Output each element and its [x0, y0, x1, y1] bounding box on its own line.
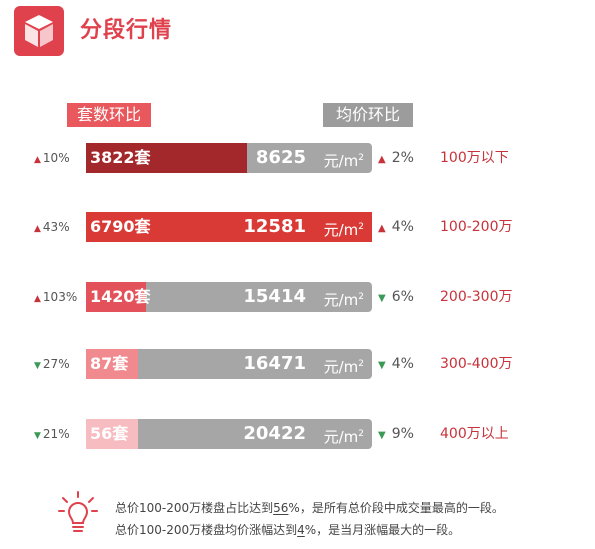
- price-bar: 56套 20422 元/m2: [86, 419, 372, 449]
- count-change-value: 10%: [42, 151, 70, 165]
- up-arrow-icon: ▲: [378, 154, 386, 165]
- count-label: 56套: [90, 424, 129, 443]
- count-label: 87套: [90, 354, 129, 373]
- price-value: 12581: [243, 216, 306, 237]
- chart-row: ▼ 27% 87套 16471 元/m2 ▼ 4% 300-400万: [0, 349, 595, 379]
- count-bar: [86, 349, 138, 379]
- chart-row: ▲ 103% 1420套 15414 元/m2 ▼ 6% 200-300万: [0, 282, 595, 312]
- price-change: ▼ 4%: [378, 349, 438, 379]
- price-change-value: 4%: [391, 356, 414, 372]
- up-arrow-icon: ▲: [34, 294, 41, 304]
- price-change-value: 6%: [391, 289, 414, 305]
- price-range-label: 300-400万: [440, 356, 513, 372]
- down-arrow-icon: ▼: [378, 430, 386, 441]
- price-range-label: 400万以上: [440, 426, 509, 442]
- price-unit: 元/m2: [323, 358, 364, 376]
- lightbulb-icon: [58, 491, 98, 532]
- down-arrow-icon: ▼: [34, 361, 41, 371]
- count-change: ▼ 27%: [34, 349, 86, 379]
- count-change-value: 43%: [42, 220, 70, 234]
- page-title: 分段行情: [80, 18, 173, 43]
- chart-row: ▲ 10% 3822套 8625 元/m2 ▲ 2% 100万以下: [0, 143, 595, 173]
- price-change-value: 4%: [391, 219, 414, 235]
- cube-icon: [14, 6, 64, 56]
- price-value: 8625: [255, 147, 306, 168]
- price-change: ▼ 9%: [378, 419, 438, 449]
- price-change-header: 均价环比: [323, 103, 413, 127]
- price-value: 20422: [243, 423, 306, 444]
- count-change: ▲ 43%: [34, 212, 86, 242]
- down-arrow-icon: ▼: [378, 360, 386, 371]
- count-bar: [86, 282, 146, 312]
- price-bar: 3822套 8625 元/m2: [86, 143, 372, 173]
- price-range-label: 200-300万: [440, 289, 513, 305]
- price-range-label: 100-200万: [440, 219, 513, 235]
- down-arrow-icon: ▼: [34, 431, 41, 441]
- price-bar: 1420套 15414 元/m2: [86, 282, 372, 312]
- down-arrow-icon: ▼: [378, 293, 386, 304]
- price-bar: 6790套 12581 元/m2: [86, 212, 372, 242]
- price-unit: 元/m2: [323, 291, 364, 309]
- price-change-value: 2%: [391, 150, 414, 166]
- price-change-value: 9%: [391, 426, 414, 442]
- up-arrow-icon: ▲: [34, 224, 41, 234]
- count-change: ▼ 21%: [34, 419, 86, 449]
- price-unit: 元/m2: [323, 152, 364, 170]
- price-range-label: 100万以下: [440, 150, 509, 166]
- count-change: ▲ 103%: [34, 282, 86, 312]
- count-bar: [86, 212, 372, 242]
- note-line-1: 总价100-200万楼盘占比达到56%，是所有总价段中成交量最高的一段。: [115, 501, 504, 515]
- price-bar: 87套 16471 元/m2: [86, 349, 372, 379]
- note-line-2: 总价100-200万楼盘均价涨幅达到4%，是当月涨幅最大的一段。: [115, 523, 461, 537]
- up-arrow-icon: ▲: [34, 155, 41, 165]
- price-unit: 元/m2: [323, 428, 364, 446]
- price-change: ▲ 4%: [378, 212, 438, 242]
- price-change: ▼ 6%: [378, 282, 438, 312]
- count-bar: [86, 419, 138, 449]
- price-change: ▲ 2%: [378, 143, 438, 173]
- count-change-value: 21%: [42, 427, 70, 441]
- price-value: 15414: [243, 286, 306, 307]
- up-arrow-icon: ▲: [378, 223, 386, 234]
- count-label: 1420套: [90, 287, 151, 306]
- count-bar: [86, 143, 247, 173]
- count-change-value: 27%: [42, 357, 70, 371]
- price-unit: 元/m2: [323, 221, 364, 239]
- chart-row: ▲ 43% 6790套 12581 元/m2 ▲ 4% 100-200万: [0, 212, 595, 242]
- count-label: 3822套: [90, 148, 151, 167]
- chart-row: ▼ 21% 56套 20422 元/m2 ▼ 9% 400万以上: [0, 419, 595, 449]
- count-change-value: 103%: [42, 290, 78, 304]
- count-change: ▲ 10%: [34, 143, 86, 173]
- count-label: 6790套: [90, 217, 151, 236]
- count-change-header: 套数环比: [67, 103, 151, 127]
- price-value: 16471: [243, 353, 306, 374]
